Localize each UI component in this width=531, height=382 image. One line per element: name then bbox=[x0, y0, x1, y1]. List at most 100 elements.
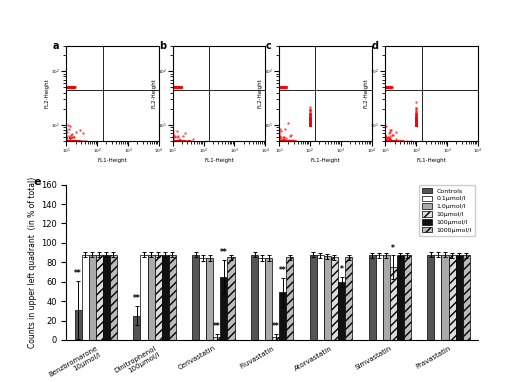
Point bbox=[306, 121, 314, 128]
Point bbox=[168, 84, 177, 91]
Point bbox=[173, 128, 181, 134]
Point bbox=[168, 84, 177, 91]
Bar bbox=[338, 282, 345, 340]
Point bbox=[62, 84, 71, 91]
Point bbox=[275, 84, 284, 91]
Point bbox=[67, 138, 76, 144]
Point bbox=[170, 138, 178, 144]
Point bbox=[62, 138, 71, 144]
Point bbox=[172, 84, 180, 91]
Point bbox=[65, 84, 74, 91]
Point bbox=[388, 132, 397, 138]
Point bbox=[280, 138, 288, 144]
Point bbox=[64, 138, 73, 144]
Point bbox=[275, 84, 284, 91]
Point bbox=[67, 138, 75, 144]
Point bbox=[168, 132, 177, 138]
Point bbox=[412, 121, 421, 128]
Point bbox=[275, 138, 284, 144]
Point bbox=[412, 121, 421, 127]
Point bbox=[168, 138, 177, 144]
Point bbox=[412, 121, 421, 128]
Point bbox=[62, 84, 71, 91]
Point bbox=[173, 84, 182, 91]
Point bbox=[62, 138, 71, 144]
Point bbox=[168, 84, 177, 91]
Bar bbox=[82, 254, 89, 340]
Point bbox=[275, 84, 284, 91]
Point bbox=[412, 114, 421, 120]
Point bbox=[306, 121, 314, 128]
Point bbox=[62, 138, 71, 144]
Point bbox=[169, 138, 178, 144]
Point bbox=[306, 121, 314, 128]
Point bbox=[275, 138, 284, 144]
Point bbox=[62, 84, 71, 91]
Point bbox=[381, 138, 390, 144]
Point bbox=[169, 84, 177, 91]
Point bbox=[276, 84, 284, 91]
Point bbox=[306, 121, 314, 128]
Point bbox=[168, 84, 177, 91]
Point bbox=[286, 138, 294, 144]
Point bbox=[168, 138, 177, 144]
Point bbox=[66, 84, 75, 91]
Point bbox=[275, 138, 284, 144]
Point bbox=[170, 84, 178, 91]
Point bbox=[168, 84, 177, 91]
Point bbox=[62, 84, 71, 91]
Point bbox=[382, 138, 391, 144]
Point bbox=[170, 138, 179, 144]
Point bbox=[306, 121, 314, 128]
Point bbox=[306, 121, 314, 128]
Point bbox=[62, 84, 71, 91]
Point bbox=[168, 84, 177, 91]
Point bbox=[174, 138, 183, 144]
Point bbox=[381, 84, 390, 91]
Point bbox=[275, 138, 284, 144]
Point bbox=[412, 105, 421, 111]
Point bbox=[381, 132, 390, 138]
Point bbox=[62, 84, 71, 91]
Point bbox=[67, 138, 76, 144]
Point bbox=[279, 84, 287, 91]
Bar bbox=[89, 254, 96, 340]
Point bbox=[168, 138, 177, 144]
Point bbox=[70, 138, 78, 144]
Point bbox=[62, 84, 71, 91]
Point bbox=[306, 121, 314, 128]
Point bbox=[381, 84, 390, 91]
Point bbox=[281, 138, 289, 144]
Point bbox=[275, 138, 284, 144]
Point bbox=[306, 121, 314, 128]
Point bbox=[381, 84, 390, 91]
Point bbox=[412, 121, 421, 128]
Point bbox=[381, 138, 390, 144]
Point bbox=[306, 121, 314, 128]
Point bbox=[175, 84, 184, 91]
Point bbox=[175, 84, 183, 91]
Point bbox=[172, 84, 181, 91]
Point bbox=[168, 84, 177, 91]
Point bbox=[412, 121, 421, 128]
Point bbox=[381, 136, 390, 142]
Point bbox=[412, 121, 421, 128]
Bar bbox=[220, 277, 227, 340]
Point bbox=[168, 84, 177, 91]
Point bbox=[62, 138, 71, 144]
Point bbox=[306, 121, 314, 128]
Point bbox=[63, 84, 71, 91]
Point bbox=[381, 138, 390, 144]
Point bbox=[171, 138, 179, 144]
Point bbox=[168, 138, 177, 144]
Point bbox=[381, 84, 390, 91]
Point bbox=[275, 84, 284, 91]
Point bbox=[381, 84, 390, 91]
Point bbox=[306, 115, 314, 121]
Point bbox=[412, 121, 421, 128]
Point bbox=[412, 121, 421, 128]
Point bbox=[383, 138, 391, 144]
Point bbox=[169, 84, 177, 91]
Point bbox=[62, 84, 71, 91]
Point bbox=[285, 138, 294, 144]
